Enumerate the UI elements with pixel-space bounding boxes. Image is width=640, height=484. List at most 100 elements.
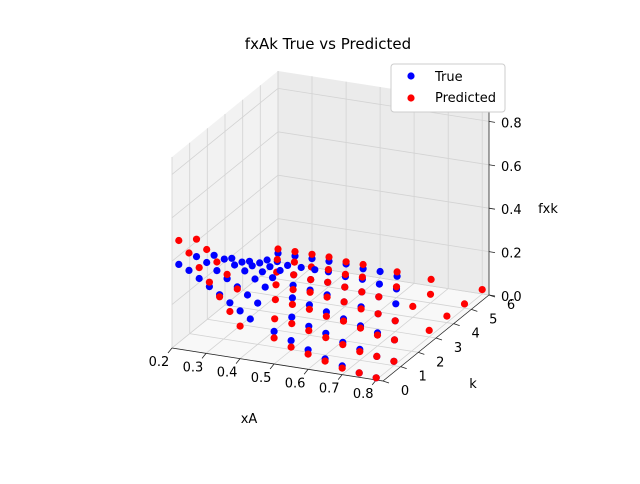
data-point-predicted xyxy=(185,249,193,257)
x-tick-label: 0.8 xyxy=(353,387,374,402)
data-point-true xyxy=(263,256,271,264)
data-point-true xyxy=(248,262,256,270)
y-tick xyxy=(471,308,478,312)
data-point-true xyxy=(213,267,221,275)
x-tick-label: 0.7 xyxy=(319,382,340,397)
legend-marker-true xyxy=(407,72,415,80)
x-tick-label: 0.3 xyxy=(183,360,204,375)
data-point-predicted xyxy=(356,348,364,356)
pane-back-right xyxy=(278,71,489,295)
data-point-predicted xyxy=(305,327,313,335)
data-point-predicted xyxy=(305,305,313,313)
data-point-true xyxy=(238,258,246,266)
data-point-true xyxy=(288,313,296,321)
data-point-predicted xyxy=(175,236,183,245)
data-point-predicted xyxy=(357,305,365,313)
x-axis-label: xA xyxy=(241,412,258,427)
data-point-predicted xyxy=(390,336,399,344)
data-point-true xyxy=(175,260,183,268)
data-point-true xyxy=(236,307,244,315)
x-tick xyxy=(337,374,343,380)
data-point-predicted xyxy=(271,315,279,323)
z-tick-label: 0.4 xyxy=(501,203,522,218)
y-tick-label: 0 xyxy=(401,384,409,399)
x-tick xyxy=(269,363,275,370)
data-point-predicted xyxy=(391,317,399,325)
data-point-predicted xyxy=(273,255,281,264)
z-axis-label: fxk xyxy=(538,202,558,217)
data-point-predicted xyxy=(223,270,231,278)
data-point-predicted xyxy=(427,275,435,283)
data-point-true xyxy=(256,259,264,267)
data-point-predicted xyxy=(271,296,279,304)
y-tick xyxy=(435,337,443,341)
x-tick-label: 0.6 xyxy=(285,376,306,391)
z-tick xyxy=(488,120,496,123)
data-point-true xyxy=(231,261,239,269)
data-point-predicted xyxy=(478,286,486,294)
legend-label-predicted: Predicted xyxy=(435,91,496,106)
data-point-predicted xyxy=(192,235,201,243)
data-point-predicted xyxy=(460,300,469,308)
data-point-predicted xyxy=(355,369,363,377)
y-tick-label: 2 xyxy=(436,355,444,370)
data-point-true xyxy=(226,299,234,307)
z-tick-label: 0.0 xyxy=(501,290,522,305)
data-point-predicted xyxy=(324,278,332,286)
data-point-true xyxy=(220,255,228,263)
data-point-predicted xyxy=(372,374,380,382)
data-point-true xyxy=(254,299,262,307)
data-point-predicted xyxy=(205,278,213,286)
data-point-predicted xyxy=(373,331,382,339)
legend-marker-predicted xyxy=(407,94,415,102)
data-point-predicted xyxy=(291,248,299,256)
y-tick-label: 5 xyxy=(489,312,497,327)
data-point-predicted xyxy=(270,334,278,342)
z-tick xyxy=(488,251,496,253)
y-tick xyxy=(382,380,390,384)
data-point-predicted xyxy=(322,312,330,320)
data-point-predicted xyxy=(290,258,298,266)
data-point-predicted xyxy=(392,283,401,291)
data-point-predicted xyxy=(324,266,332,274)
data-point-predicted xyxy=(409,302,417,310)
x-tick xyxy=(201,353,207,359)
data-point-predicted xyxy=(213,258,221,266)
data-point-predicted xyxy=(307,276,315,284)
data-point-predicted xyxy=(339,317,348,325)
data-point-true xyxy=(185,266,193,274)
data-point-predicted xyxy=(322,334,330,342)
y-tick-label: 6 xyxy=(507,298,515,313)
data-point-true xyxy=(311,266,319,274)
data-point-predicted xyxy=(323,293,331,301)
z-tick-label: 0.8 xyxy=(501,116,522,131)
data-point-true xyxy=(258,268,266,276)
data-point-true xyxy=(251,275,259,283)
data-point-predicted xyxy=(426,290,435,298)
data-point-true xyxy=(195,274,203,283)
z-tick-label: 0.6 xyxy=(501,160,522,175)
grid-line-z xyxy=(171,174,490,262)
data-point-predicted xyxy=(290,271,298,279)
data-point-predicted xyxy=(359,260,367,269)
data-point-true xyxy=(288,294,296,302)
data-point-true xyxy=(284,261,292,269)
data-point-predicted xyxy=(304,350,312,358)
data-point-predicted xyxy=(321,357,329,365)
data-point-predicted xyxy=(390,357,398,365)
data-point-predicted xyxy=(289,286,297,294)
data-point-true xyxy=(276,266,284,275)
data-point-predicted xyxy=(325,253,333,261)
data-point-true xyxy=(376,267,384,276)
data-point-true xyxy=(210,251,218,259)
data-point-predicted xyxy=(226,307,234,316)
data-points xyxy=(175,235,486,382)
data-point-predicted xyxy=(308,250,316,258)
data-point-predicted xyxy=(288,320,296,328)
data-point-predicted xyxy=(340,298,348,306)
data-point-predicted xyxy=(341,270,349,278)
data-point-predicted xyxy=(274,245,282,253)
y-tick xyxy=(400,366,407,370)
